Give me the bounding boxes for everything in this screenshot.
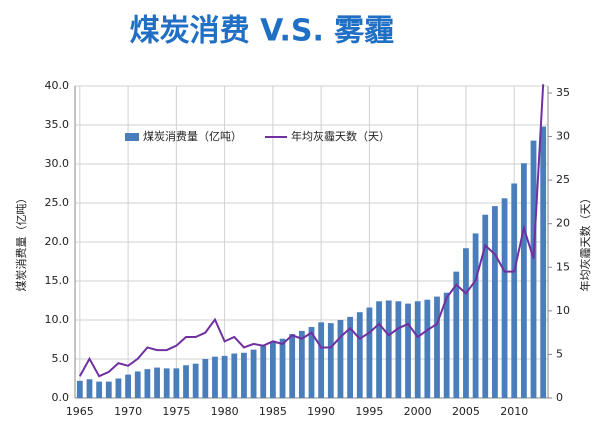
bar [327,323,334,398]
y2-tick-label: 10 [556,304,570,317]
y2-tick-label: 25 [556,173,570,186]
y-tick-label: 10.0 [45,313,70,326]
bar [154,367,160,398]
bar [202,359,209,398]
bar [530,140,537,398]
y2-tick-label: 20 [556,217,570,230]
bar [125,374,131,398]
bar [337,320,344,398]
x-tick-label: 2005 [452,405,480,418]
y-tick-label: 0.0 [52,391,70,404]
bar [115,378,122,398]
bar [511,183,518,398]
x-tick-label: 1965 [66,405,94,418]
x-tick-label: 1970 [114,405,142,418]
bar [241,352,247,398]
bar [269,341,276,398]
bar [501,198,508,398]
y-tick-label: 25.0 [45,196,70,209]
x-tick-label: 1980 [211,405,239,418]
bar [414,301,421,398]
bar [482,214,489,398]
legend-label: 年均灰霾天数（天） [291,129,390,143]
y2-tick-label: 0 [556,391,563,404]
bar [250,349,257,398]
y-tick-label: 40.0 [45,79,70,92]
bar [434,296,440,398]
bar [212,356,218,398]
y-tick-label: 20.0 [45,235,70,248]
legend-swatch [125,133,139,141]
bar [318,322,325,398]
bar [308,327,315,398]
y2-axis-label: 年均灰霾天数（天） [578,193,592,292]
y-tick-label: 35.0 [45,118,70,131]
x-tick-label: 1990 [307,405,335,418]
bar [144,369,151,398]
x-tick-label: 2010 [500,405,528,418]
bar [86,379,93,398]
bar [96,381,103,398]
y-tick-label: 30.0 [45,157,70,170]
bar [298,330,305,398]
bar [289,334,296,398]
bar [356,312,363,398]
bar [376,301,382,398]
bar [192,363,199,398]
x-tick-label: 1995 [355,405,383,418]
bar [173,368,180,398]
bar [366,307,373,398]
bar [347,316,354,398]
bar [260,345,267,398]
bar [279,338,286,398]
bar [540,126,547,398]
bar [231,353,238,398]
bar [463,248,469,398]
bar [385,300,392,398]
bar [443,292,450,398]
y2-tick-label: 5 [556,347,563,360]
bar [183,365,189,398]
bar [76,380,83,398]
y-tick-label: 5.0 [52,352,70,365]
bar [134,371,141,398]
bar [520,163,527,398]
y-axis-label: 煤炭消费量（亿吨） [14,193,28,292]
bar [453,271,460,398]
y2-tick-label: 15 [556,260,570,273]
bar [492,206,498,398]
bar [163,368,170,398]
y2-tick-label: 30 [556,130,570,143]
x-tick-label: 2000 [404,405,432,418]
y-tick-label: 15.0 [45,274,70,287]
y2-tick-label: 35 [556,86,570,99]
bar [395,301,402,398]
bar [405,303,411,398]
bar [221,355,228,398]
chart-title: 煤炭消费 V.S. 雾霾 [130,14,395,49]
x-tick-label: 1975 [162,405,190,418]
bar [424,299,431,398]
legend-label: 煤炭消费量（亿吨） [143,129,242,143]
bar [105,381,112,398]
line [78,84,545,378]
bar [472,233,479,398]
x-tick-label: 1985 [259,405,287,418]
